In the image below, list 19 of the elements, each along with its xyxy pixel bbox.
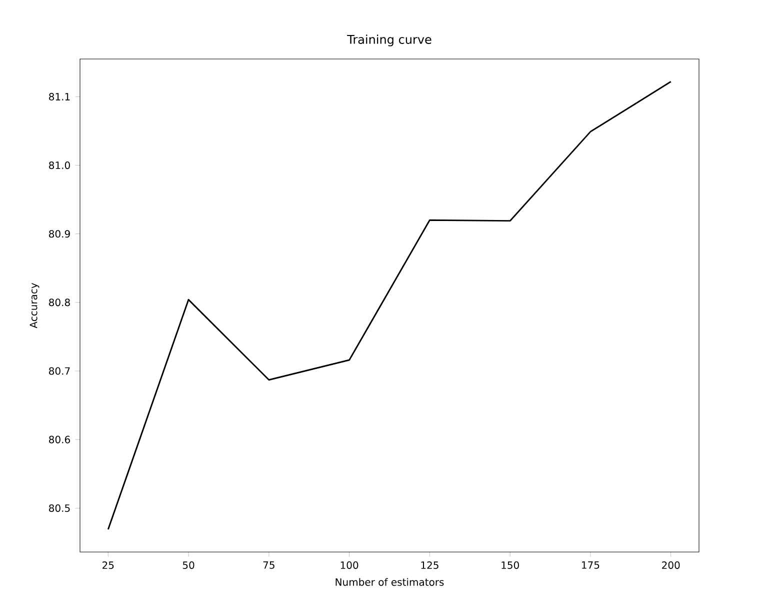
x-tick-label: 125	[421, 561, 438, 569]
y-axis-title: Accuracy	[30, 282, 40, 328]
y-tick-label: 80.9	[49, 230, 70, 238]
y-tick-label: 80.8	[49, 298, 70, 306]
y-tick-label: 81.0	[49, 162, 70, 170]
x-tick-label: 75	[263, 561, 274, 569]
line-series	[107, 80, 672, 530]
chart-title: Training curve	[347, 34, 432, 46]
x-axis-title: Number of estimators	[336, 578, 444, 586]
y-tick-label: 80.7	[49, 367, 70, 375]
y-tick-label: 80.6	[49, 436, 70, 444]
x-tick-label: 200	[662, 561, 680, 569]
y-tick-label: 80.5	[49, 504, 70, 512]
x-tick-label: 150	[502, 561, 519, 569]
x-tick-label: 100	[340, 561, 358, 569]
x-tick-label: 25	[102, 561, 114, 569]
x-tick-label: 175	[582, 561, 600, 569]
x-tick-label: 50	[182, 561, 194, 569]
y-tick-label: 81.1	[49, 92, 70, 100]
